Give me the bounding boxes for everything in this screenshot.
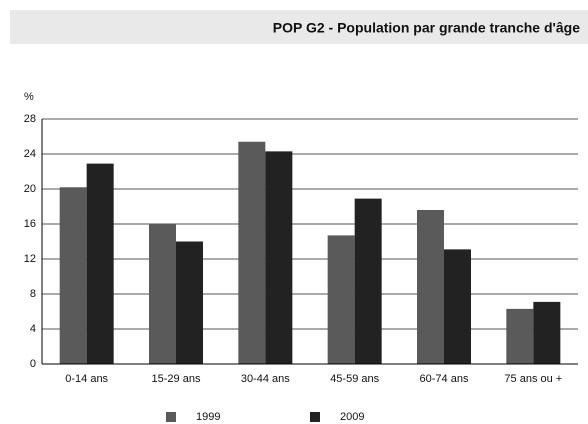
x-tick-label: 0-14 ans <box>65 373 108 385</box>
x-tick-label: 15-29 ans <box>152 373 201 385</box>
bar <box>533 301 561 364</box>
y-tick-label: 4 <box>30 323 36 335</box>
bar <box>444 249 471 364</box>
x-tick-label: 60-74 ans <box>420 373 469 385</box>
y-tick-label: 12 <box>24 253 36 265</box>
bar <box>59 187 87 364</box>
bar <box>327 235 355 364</box>
bar <box>238 141 266 364</box>
y-axis-label: % <box>24 91 34 103</box>
y-tick-label: 16 <box>24 218 36 230</box>
bar <box>506 308 534 364</box>
title-banner <box>10 10 588 44</box>
y-tick-label: 28 <box>24 113 36 125</box>
x-tick-label: 75 ans ou + <box>504 373 562 385</box>
legend-label: 2009 <box>340 411 364 423</box>
y-tick-label: 24 <box>24 148 36 160</box>
legend-swatch <box>166 412 176 422</box>
bar <box>176 241 203 364</box>
bar <box>86 163 114 364</box>
bar <box>265 151 293 364</box>
chart-title: POP G2 - Population par grande tranche d… <box>273 20 580 36</box>
x-tick-label: 30-44 ans <box>241 373 290 385</box>
x-tick-label: 45-59 ans <box>330 373 379 385</box>
legend-label: 1999 <box>196 411 220 423</box>
y-tick-label: 0 <box>30 358 36 370</box>
bar <box>149 224 176 364</box>
bar <box>417 210 444 364</box>
y-tick-label: 8 <box>30 288 36 300</box>
y-tick-label: 20 <box>24 183 36 195</box>
bar <box>354 198 382 364</box>
legend-swatch <box>310 412 320 422</box>
